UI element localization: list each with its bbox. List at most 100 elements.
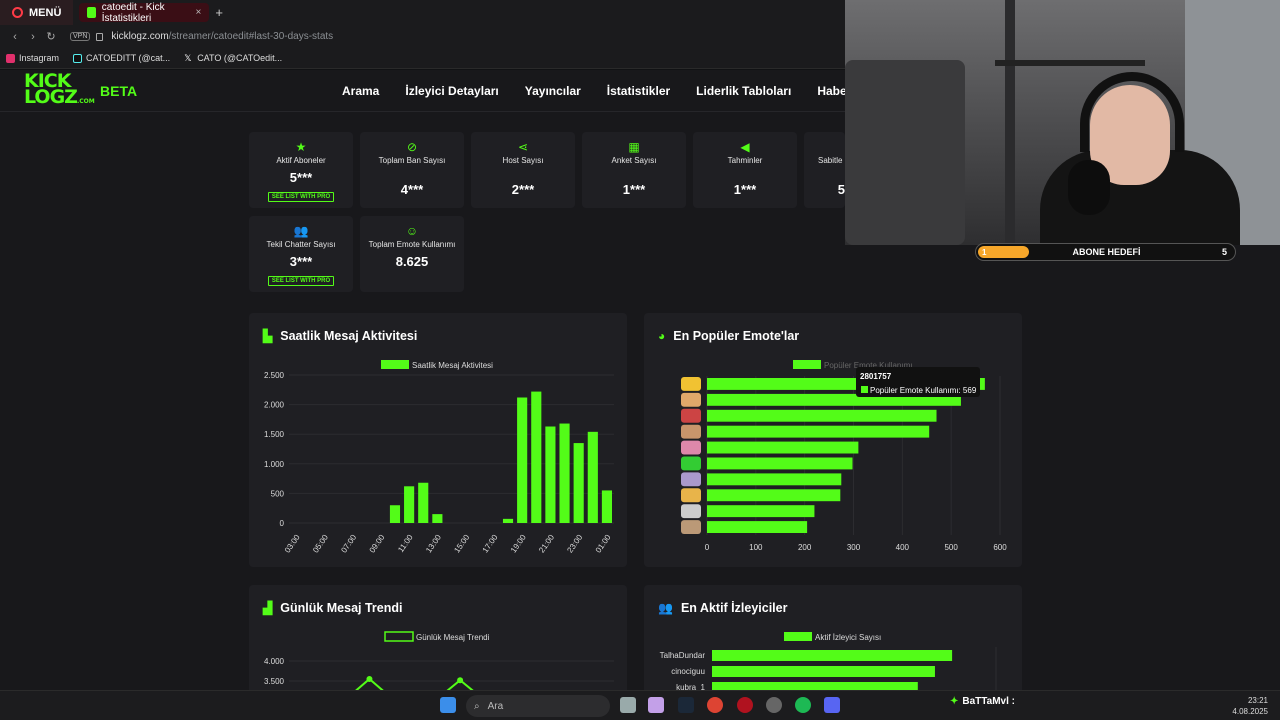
stat-card-tahminler: ◀ Tahminler 1*** [693,132,797,208]
nav-arama[interactable]: Arama [342,84,380,98]
bar [389,505,401,523]
tooltip-text: Popüler Emote Kullanımı: 569 [870,386,977,395]
legend-swatch [793,360,821,369]
y-tick-label: 3.500 [264,677,285,686]
tiktok-icon [73,53,83,63]
bar [573,443,584,523]
steam-icon[interactable] [678,697,694,713]
nav-istatistikler[interactable]: İstatistikler [606,84,671,98]
bar [707,489,841,502]
stat-card-sabitle: Sabitle 5 [804,132,845,208]
x-tick-label: 07:00 [339,533,358,555]
legend-label: Popüler Emote Kullanımı [824,361,913,370]
emote-image [681,520,701,534]
star-icon: ★ [295,140,307,154]
emote-image [681,472,701,487]
sub-goal-fill [978,246,1030,258]
windows-start-icon[interactable] [440,697,456,713]
vpn-badge[interactable]: VPN [70,32,91,41]
x-tick-label: 19:00 [509,533,528,555]
forward-icon[interactable]: › [31,30,35,43]
kicklogz-logo[interactable]: KICK LOGZ.COM [24,70,95,108]
x-tick-label: 200 [798,543,812,552]
bar [707,473,842,486]
active-title: En Aktif İzleyiciler [680,601,788,615]
browser-menu-button[interactable]: MENÜ [0,0,74,25]
bar [712,650,953,661]
headset [1080,72,1184,152]
browser-tab-active[interactable]: catoedit - Kick İstatistikleri × [79,2,210,24]
y-tick-label: TalhaDundar [660,651,706,660]
nav-yayincilar[interactable]: Yayıncılar [524,84,581,98]
legend-swatch [381,360,409,369]
stat-card-tekil-chatter: 👥 Tekil Chatter Sayısı 3*** SEE LIST WIT… [249,216,353,292]
opera-gx-icon[interactable] [737,697,753,713]
bar [707,521,808,533]
active-viewers-panel: 👥 En Aktif İzleyiciler Aktif İzleyici Say… [644,585,1022,695]
nav-liderlik-tablolari[interactable]: Liderlik Tabloları [696,84,792,98]
x-tick-label: 0 [705,543,710,552]
bar [517,397,528,523]
discord-icon[interactable] [824,697,840,713]
stat-card-emote: ☺ Toplam Emote Kullanımı 8.625 [360,216,464,292]
pin-icon [804,140,845,154]
bar [432,514,443,523]
y-tick-label: cinociguu [671,667,705,676]
system-clock[interactable]: 23:21 4.08.2025 [1232,696,1268,716]
emote-image [681,377,701,391]
x-tick-label: 300 [847,543,861,552]
bar [601,490,612,523]
x-tick-label: 17:00 [481,533,500,555]
bookmark-x[interactable]: 𝕏 CATO (@CATOedit... [184,52,283,63]
bar [502,518,514,523]
stat-card-ban: ⊘ Toplam Ban Sayısı 4*** [360,132,464,208]
legend-swatch [784,632,812,641]
bar [418,482,429,523]
x-tick-label: 400 [896,543,910,552]
nav-izleyici-detaylari[interactable]: İzleyici Detayları [405,84,499,98]
tooltip-swatch [861,386,868,393]
ban-icon: ⊘ [406,140,418,154]
emote-image [681,456,701,471]
opera-icon [12,7,23,18]
see-list-pro-button-2[interactable]: SEE LIST WITH PRO [267,276,335,286]
x-tick-label: 600 [993,543,1007,552]
emote-image [681,392,701,407]
y-tick-label: kubra_1 [676,683,705,692]
bar [545,426,556,523]
obs-icon[interactable] [766,697,782,713]
url-field[interactable]: kicklogz.com/streamer/catoedit#last-30-d… [111,31,334,42]
reload-icon[interactable]: ↻ [46,31,56,43]
spotify-icon[interactable] [795,697,811,713]
back-icon[interactable]: ‹ [13,30,17,43]
stat-card-anket: ▦ Anket Sayısı 1*** [582,132,686,208]
y-tick-label: 2.000 [264,401,285,410]
see-list-pro-button[interactable]: SEE LIST WITH PRO [267,192,335,202]
tooltip-box [856,367,980,397]
active-viewers-chart: Aktif İzleyici Sayısı TalhaDundar cinocigu… [660,632,997,695]
emote-image [681,440,701,455]
pie-chart-icon: ◕ [658,329,666,343]
chrome-icon[interactable] [707,697,723,713]
bar [707,425,930,438]
lock-icon [96,32,104,41]
daily-trend-panel: ▟ Günlük Mesaj Trendi Günlük Mesaj Trendi… [249,585,627,695]
task-view-icon[interactable] [620,697,636,713]
taskbar-search[interactable]: ⌕ Ara [466,695,610,717]
bookmark-instagram[interactable]: Instagram [6,53,59,63]
y-tick-label: 500 [271,489,285,498]
megaphone-icon: ◀ [740,140,750,154]
hourly-activity-panel: ▙ Saatlik Mesaj Aktivitesi Saatlik Mesaj … [249,313,627,567]
new-tab-button[interactable]: + [215,5,223,20]
smile-icon: ☺ [405,224,419,238]
close-tab-icon[interactable]: × [195,7,202,18]
bar [404,486,415,523]
bar [559,423,570,523]
bookmark-tiktok[interactable]: CATOEDITT (@cat... [73,53,170,63]
y-tick-label: 0 [280,519,285,528]
x-tick-label: 09:00 [368,533,387,555]
stat-card-aktif-aboneler: ★ Aktif Aboneler 5*** SEE LIST WITH PRO [249,132,353,208]
legend-label: Aktif İzleyici Sayısı [815,633,881,642]
copilot-icon[interactable] [648,697,664,713]
chart-area-icon: ▙ [263,329,273,343]
